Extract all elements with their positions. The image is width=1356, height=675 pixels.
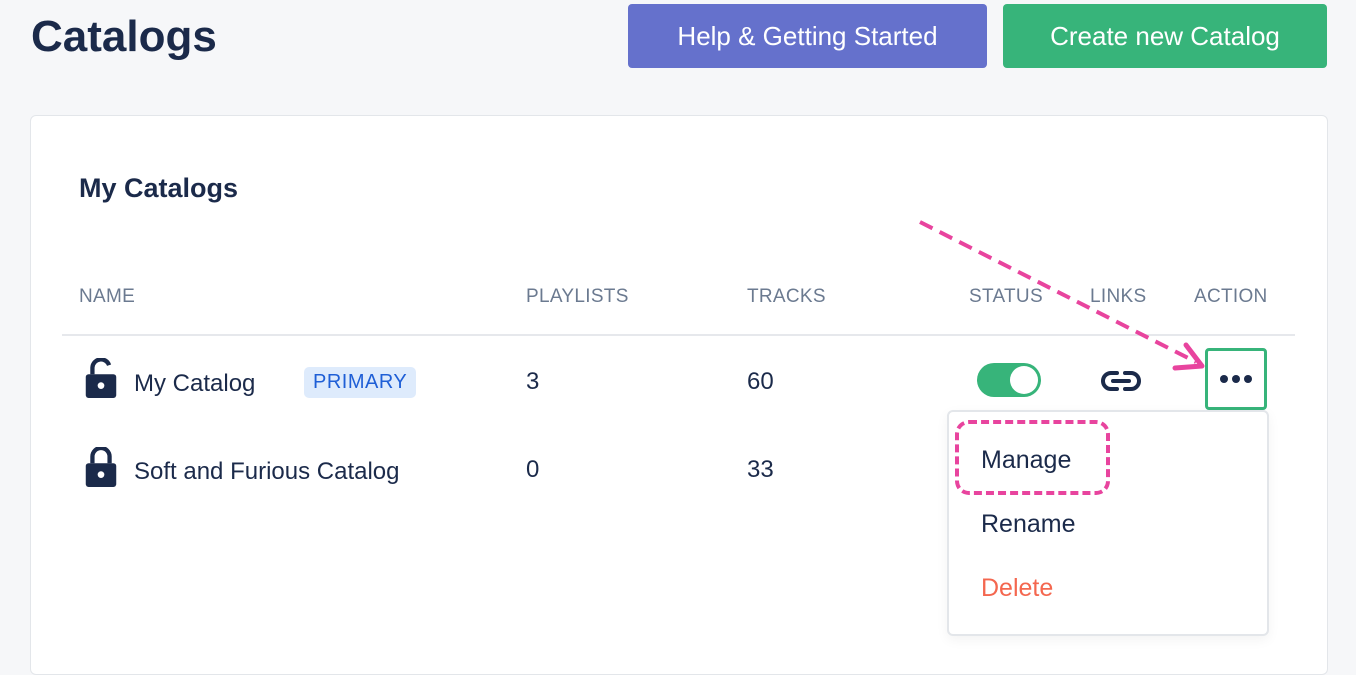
- link-icon[interactable]: [1100, 369, 1142, 393]
- help-getting-started-button[interactable]: Help & Getting Started: [628, 4, 987, 68]
- dot-icon: [1220, 375, 1228, 383]
- primary-badge: PRIMARY: [304, 367, 417, 398]
- column-header-links: LINKS: [1090, 286, 1147, 307]
- lock-icon: [85, 447, 117, 487]
- annotation-highlight-box: [955, 420, 1110, 495]
- dot-icon: [1232, 375, 1240, 383]
- column-header-tracks: TRACKS: [747, 286, 826, 307]
- more-actions-button[interactable]: [1205, 348, 1267, 410]
- tracks-count: 60: [747, 368, 774, 395]
- toggle-knob: [1010, 366, 1038, 394]
- page-title: Catalogs: [31, 12, 217, 61]
- column-header-playlists: PLAYLISTS: [526, 286, 629, 307]
- unlock-icon: [85, 358, 117, 398]
- menu-item-rename[interactable]: Rename: [981, 510, 1076, 538]
- menu-item-manage[interactable]: Manage: [981, 446, 1072, 474]
- catalog-name[interactable]: Soft and Furious Catalog: [134, 458, 400, 485]
- column-header-name: NAME: [79, 286, 136, 307]
- playlists-count: 0: [526, 456, 540, 483]
- playlists-count: 3: [526, 368, 540, 395]
- status-toggle[interactable]: [977, 363, 1041, 397]
- column-header-action: ACTION: [1194, 286, 1268, 307]
- create-catalog-button[interactable]: Create new Catalog: [1003, 4, 1327, 68]
- catalog-name[interactable]: My Catalog: [134, 370, 256, 397]
- tracks-count: 33: [747, 456, 774, 483]
- menu-item-delete[interactable]: Delete: [981, 574, 1054, 602]
- header-divider: [62, 334, 1295, 336]
- card-title: My Catalogs: [79, 173, 239, 203]
- column-header-status: STATUS: [969, 286, 1043, 307]
- dot-icon: [1244, 375, 1252, 383]
